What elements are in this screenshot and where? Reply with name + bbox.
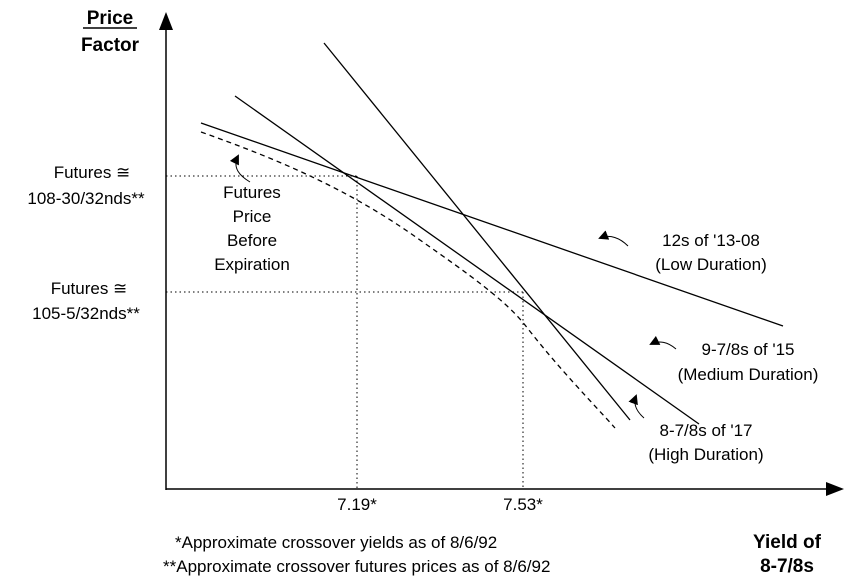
x-axis-title-line-1: Yield of — [753, 532, 822, 553]
series-label-low-line-1: 12s of '13-08 — [662, 231, 760, 250]
x-axis-arrow-icon — [826, 482, 844, 496]
series-label-high-line-1: 8-7/8s of '17 — [659, 421, 752, 440]
series-line-high-duration — [323, 42, 631, 421]
x-tick-label-753: 7.53* — [503, 495, 543, 514]
series-label-medium-line-2: (Medium Duration) — [678, 365, 819, 384]
y-mark-high-line-1: Futures ≅ — [54, 163, 131, 182]
futures-callout-arrow-icon — [229, 154, 251, 183]
futures-curve-label-line-2: Price — [233, 207, 272, 226]
y-axis-title-line-2: Factor — [81, 35, 140, 56]
futures-curve-label-line-4: Expiration — [214, 255, 290, 274]
low-duration-callout-arrow-icon — [598, 230, 629, 247]
y-axis-arrow-icon — [159, 12, 173, 30]
futures-curve-label-line-3: Before — [227, 231, 277, 250]
x-axis-title-line-2: 8-7/8s — [760, 556, 814, 577]
footnote-1: *Approximate crossover yields as of 8/6/… — [175, 533, 497, 552]
y-axis-title-line-1: Price — [87, 8, 133, 29]
x-tick-label-719: 7.19* — [337, 495, 377, 514]
series-label-medium-line-1: 9-7/8s of '15 — [701, 340, 794, 359]
y-mark-low-line-2: 105-5/32nds** — [32, 304, 140, 323]
series-label-high-line-2: (High Duration) — [648, 445, 763, 464]
series-line-low-duration — [200, 122, 784, 327]
medium-duration-callout-arrow-icon — [649, 335, 677, 350]
y-mark-low-line-1: Futures ≅ — [51, 279, 128, 298]
futures-curve — [200, 131, 616, 429]
footnote-2: **Approximate crossover futures prices a… — [163, 557, 550, 576]
high-duration-callout-arrow-icon — [628, 394, 645, 419]
futures-curve-label-line-1: Futures — [223, 183, 281, 202]
y-mark-high-line-2: 108-30/32nds** — [27, 189, 145, 208]
series-label-low-line-2: (Low Duration) — [655, 255, 767, 274]
series-line-medium-duration — [234, 95, 700, 425]
